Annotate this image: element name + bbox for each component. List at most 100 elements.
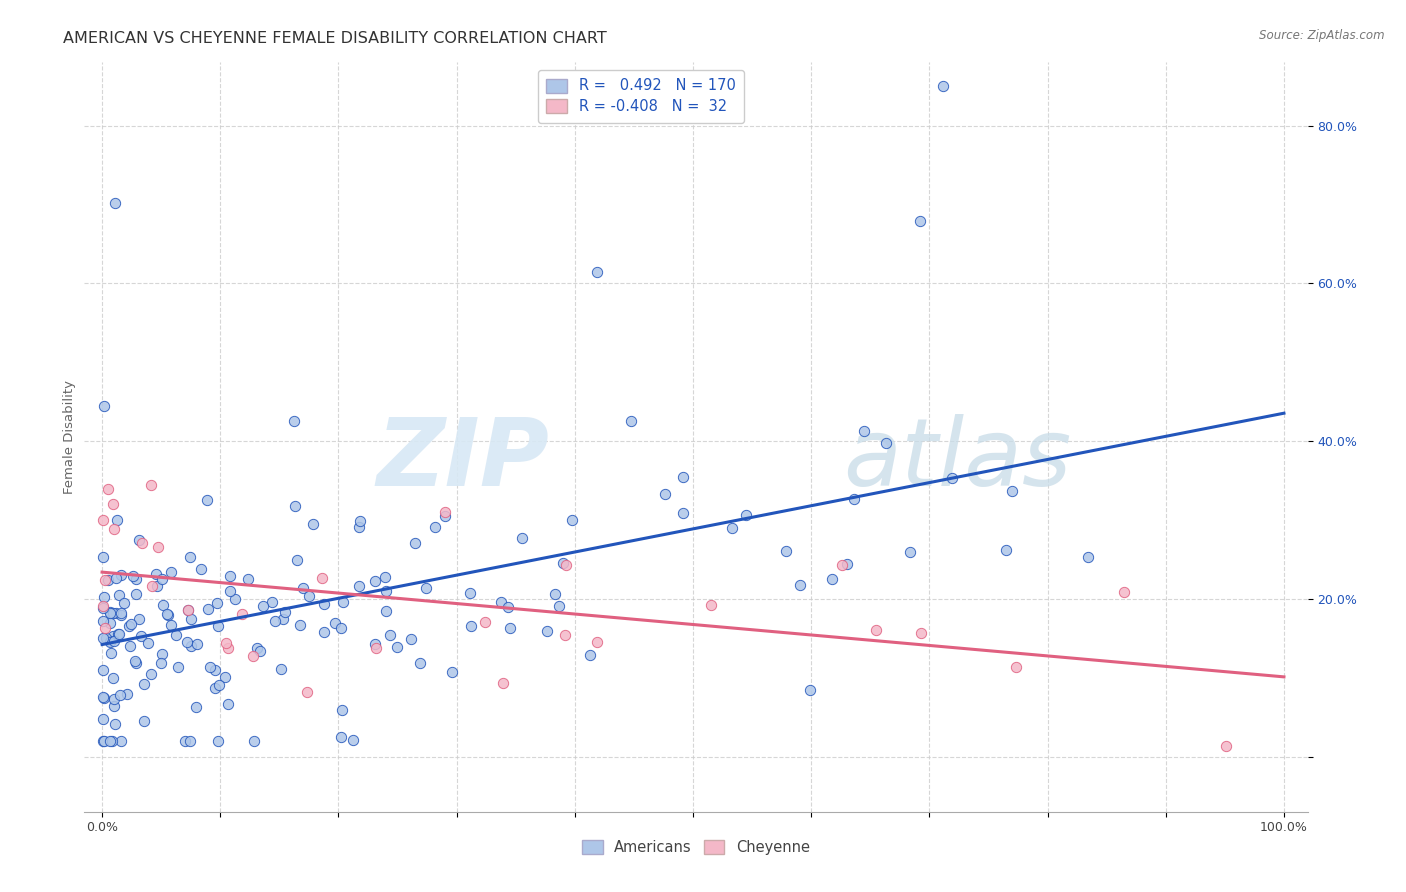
Point (399, 632, 422, 646)
Point (101, 733, 124, 747)
Point (91, 713, 114, 727)
Point (176, 635, 198, 649)
Point (789, 578, 811, 592)
Point (364, 574, 387, 588)
Point (134, 677, 156, 691)
Point (579, 648, 602, 662)
Point (994, 542, 1017, 557)
Point (148, 540, 170, 554)
Point (134, 714, 156, 728)
Point (93, 691, 115, 706)
Point (104, 606, 127, 620)
Point (217, 697, 239, 711)
Point (124, 656, 146, 670)
Point (145, 567, 167, 582)
Point (620, 414, 643, 428)
Point (404, 535, 426, 549)
Text: Source: ZipAtlas.com: Source: ZipAtlas.com (1260, 29, 1385, 42)
Point (434, 505, 457, 519)
Point (204, 664, 226, 678)
Text: ZIP: ZIP (377, 414, 550, 506)
Point (284, 500, 307, 514)
Point (100, 635, 122, 649)
Point (585, 265, 607, 279)
Point (298, 589, 321, 603)
Point (138, 636, 160, 650)
Point (342, 733, 364, 747)
Point (91, 599, 114, 614)
Point (177, 603, 200, 617)
Point (100, 733, 122, 747)
Point (141, 579, 163, 593)
Point (835, 557, 858, 571)
Point (197, 601, 219, 615)
Point (205, 596, 228, 610)
Point (208, 678, 231, 692)
Point (108, 626, 131, 640)
Point (103, 691, 125, 706)
Point (180, 612, 202, 626)
Point (941, 470, 963, 484)
Point (160, 617, 183, 632)
Point (100, 646, 122, 660)
Point (198, 659, 221, 673)
Point (101, 629, 124, 643)
Point (332, 595, 354, 609)
Point (141, 478, 163, 492)
Point (91, 600, 114, 615)
Point (177, 603, 200, 617)
Point (91, 690, 114, 704)
Point (314, 597, 336, 611)
Point (108, 688, 131, 702)
Point (433, 509, 456, 524)
Point (249, 643, 271, 657)
Point (207, 733, 229, 747)
Point (252, 599, 274, 613)
Point (875, 436, 897, 450)
Point (273, 605, 295, 619)
Point (347, 520, 370, 534)
Text: atlas: atlas (842, 414, 1071, 505)
Point (91, 549, 114, 564)
Point (898, 545, 921, 559)
Point (105, 513, 128, 527)
Point (1112, 584, 1135, 599)
Point (699, 598, 721, 612)
Point (314, 624, 336, 639)
Point (283, 414, 305, 428)
Point (214, 670, 236, 684)
Point (498, 600, 520, 615)
Point (330, 730, 353, 744)
Point (97, 574, 120, 588)
Point (125, 587, 148, 601)
Point (91, 614, 114, 628)
Point (115, 687, 138, 701)
Point (1001, 483, 1024, 498)
Text: AMERICAN VS CHEYENNE FEMALE DISABILITY CORRELATION CHART: AMERICAN VS CHEYENNE FEMALE DISABILITY C… (63, 31, 607, 46)
Point (554, 627, 576, 641)
Y-axis label: Female Disability: Female Disability (63, 380, 76, 494)
Point (118, 618, 141, 632)
Point (103, 634, 125, 648)
Point (180, 640, 202, 654)
Point (150, 572, 173, 586)
Point (375, 584, 398, 599)
Point (910, 625, 932, 640)
Point (128, 612, 150, 626)
Point (103, 522, 125, 536)
Point (264, 615, 287, 629)
Point (285, 553, 308, 567)
Point (128, 533, 150, 547)
Point (98, 616, 121, 631)
Point (152, 598, 174, 612)
Point (155, 607, 177, 621)
Point (107, 627, 129, 641)
Point (311, 571, 333, 585)
Point (489, 595, 512, 609)
Point (735, 508, 758, 523)
Point (499, 621, 522, 635)
Point (1005, 659, 1028, 673)
Point (330, 703, 353, 717)
Point (288, 617, 311, 632)
Point (654, 487, 676, 501)
